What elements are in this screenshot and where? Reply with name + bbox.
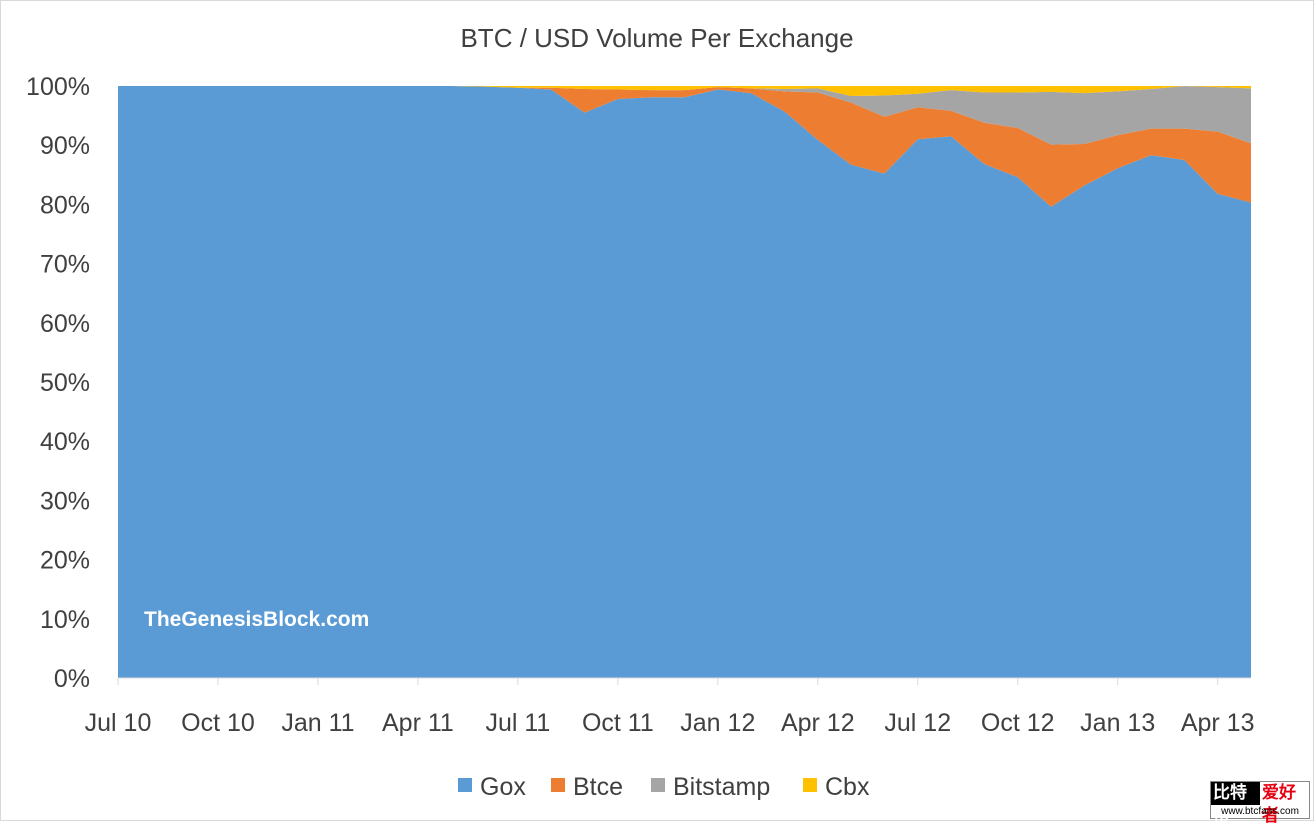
y-tick-label: 70% — [40, 251, 90, 279]
x-tick-label: Apr 12 — [781, 709, 855, 737]
x-tick-label: Oct 11 — [582, 709, 654, 737]
legend-label-bitstamp: Bitstamp — [673, 773, 770, 801]
legend-swatch-btce — [551, 778, 565, 792]
y-tick-label: 90% — [40, 132, 90, 160]
x-tick-label: Oct 10 — [181, 709, 255, 737]
y-tick-label: 20% — [40, 547, 90, 575]
axes-layer: 0% 10% 20% 30% 40% 50% 60% 70% 80% 90% 100% Jul 10 O… — [26, 73, 1254, 737]
y-tick-label: 30% — [40, 487, 90, 515]
y-tick-label: 10% — [40, 606, 90, 634]
legend-label-gox: Gox — [480, 773, 526, 801]
y-tick-label: 60% — [40, 310, 90, 338]
x-tick-label: Apr 11 — [382, 709, 454, 737]
y-tick-label: 100% — [26, 73, 90, 101]
y-tick-label: 80% — [40, 191, 90, 219]
chart-title: BTC / USD Volume Per Exchange — [460, 23, 853, 53]
x-tick-label: Jul 12 — [884, 709, 951, 737]
x-tick-label: Jan 11 — [281, 709, 354, 737]
x-tick-label: Jan 13 — [1080, 709, 1155, 737]
source-badge: 比特币 爱好者 www.btcfans.com — [1210, 781, 1310, 826]
x-tick-label: Oct 12 — [981, 709, 1055, 737]
y-tick-label: 40% — [40, 428, 90, 456]
legend-label-cbx: Cbx — [825, 773, 870, 801]
area-series-bitstamp — [118, 86, 1251, 145]
badge-logo-right: 爱好者 — [1260, 782, 1309, 826]
legend-swatch-gox — [458, 778, 472, 792]
badge-url: www.btcfans.com — [1221, 806, 1299, 817]
x-tick-label: Jul 11 — [485, 709, 550, 737]
y-tick-label: 50% — [40, 369, 90, 397]
x-tick-label: Jan 12 — [680, 709, 755, 737]
x-tick-label: Apr 13 — [1181, 709, 1255, 737]
legend-label-btce: Btce — [573, 773, 623, 801]
legend-swatch-bitstamp — [651, 778, 665, 792]
badge-logo-left: 比特币 — [1211, 782, 1260, 826]
y-tick-label: 0% — [54, 665, 90, 693]
area-series-cbx — [118, 86, 1251, 97]
x-tick-label: Jul 10 — [85, 709, 152, 737]
legend-swatch-cbx — [803, 778, 817, 792]
watermark-text: TheGenesisBlock.com — [144, 608, 369, 631]
area-series-gox — [118, 86, 1251, 678]
legend: Gox Btce Bitstamp Cbx — [458, 773, 870, 801]
area-series-btce — [118, 86, 1251, 207]
area-layer — [118, 86, 1251, 678]
